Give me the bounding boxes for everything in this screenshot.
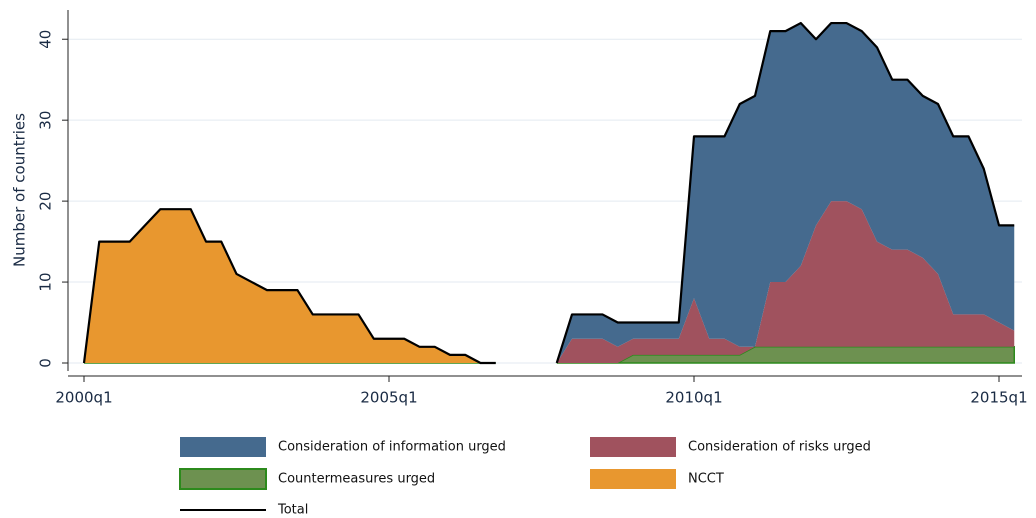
legend-label: NCCT: [688, 472, 724, 487]
area: [84, 209, 496, 363]
y-tick-label: 10: [37, 273, 55, 292]
area: [556, 346, 1015, 364]
y-tick-label: 0: [37, 358, 55, 368]
legend-swatch: [179, 468, 267, 490]
y-tick-label: 40: [37, 30, 55, 49]
area: [556, 23, 1015, 363]
y-axis-label: Number of countries: [11, 113, 29, 267]
x-tick-label: 2010q1: [665, 389, 722, 407]
legend-label: Consideration of information urged: [278, 440, 506, 455]
legend-label: Consideration of risks urged: [688, 440, 871, 455]
total-line: [555, 21, 1015, 364]
legend-swatch: [590, 469, 676, 489]
legend-swatch: [180, 437, 266, 457]
x-tick-label: 2005q1: [360, 389, 417, 407]
legend-label: Countermeasures urged: [278, 472, 435, 487]
y-tick-label: 30: [37, 111, 55, 130]
y-tick-label: 20: [37, 192, 55, 211]
legend-label: Total: [277, 503, 308, 518]
x-tick-label: 2015q1: [970, 389, 1027, 407]
legend-swatch: [590, 437, 676, 457]
total-line: [82, 208, 496, 365]
x-tick-label: 2000q1: [55, 389, 112, 407]
